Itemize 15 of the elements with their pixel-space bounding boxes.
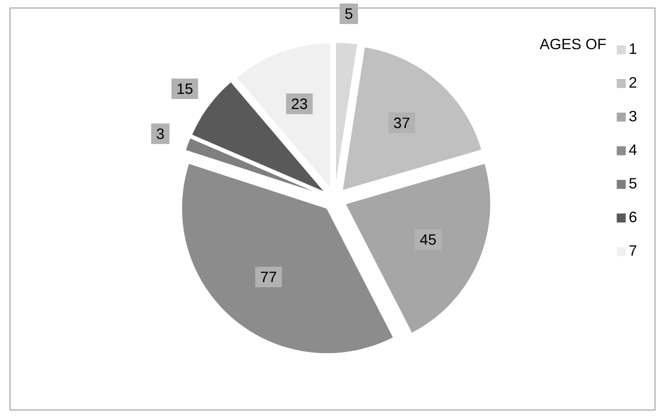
text: AGES OF [540,38,606,50]
legend-label: 2 [629,77,636,88]
data-label: 23 [292,98,308,110]
data-label: 15 [178,84,192,94]
data-label: 77 [260,272,276,282]
legend-label: 3 [629,110,636,122]
data-label: 37 [394,118,410,128]
legend-label: 5 [629,178,636,189]
legend-label: 6 [630,212,636,222]
legend-label: 1 [630,44,636,54]
data-label: 45 [420,234,436,245]
data-label: 5 [345,8,352,19]
data-label: 3 [156,128,164,140]
legend-label: 4 [629,144,637,155]
legend-label: 7 [630,245,636,256]
